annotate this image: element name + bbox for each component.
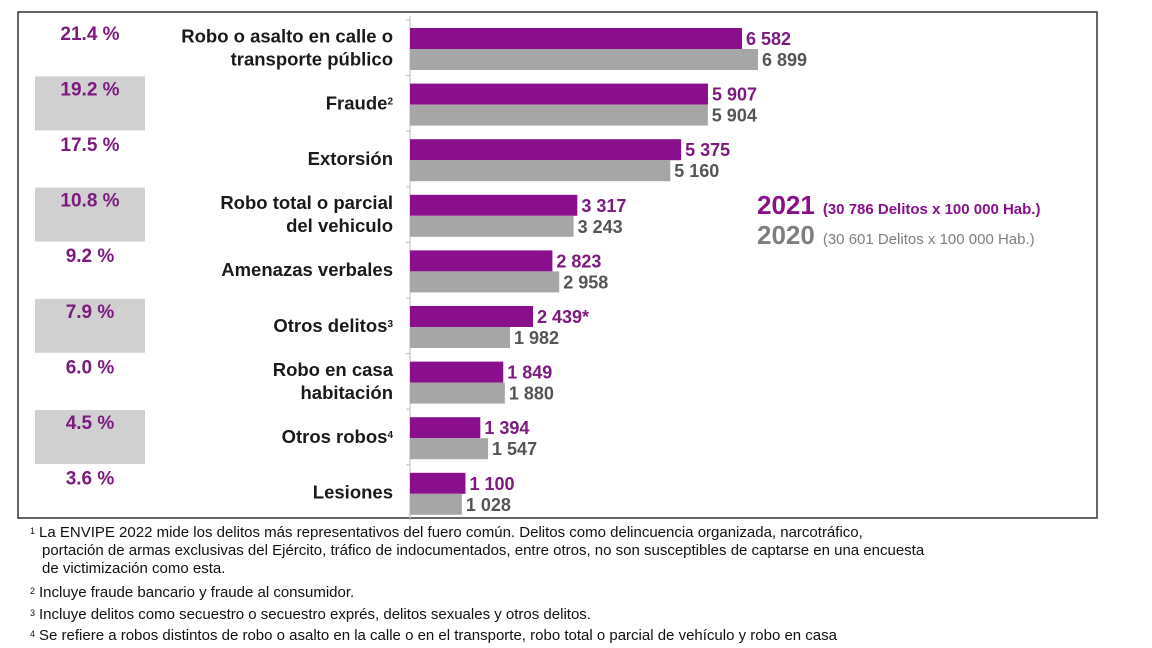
bar-2021 — [410, 28, 743, 49]
data-label-2020: 1 547 — [492, 439, 537, 459]
data-label-2020: 5 904 — [712, 106, 757, 126]
footnote-mark: 3 — [30, 608, 36, 618]
data-label-2021: 2 823 — [556, 251, 601, 271]
percentage-label: 17.5 % — [60, 135, 119, 156]
bar-2021 — [410, 306, 534, 327]
category-label: Fraude2 — [326, 92, 394, 113]
superscript: 2 — [387, 96, 393, 107]
data-label-2020: 6 899 — [762, 50, 807, 70]
bar-2021 — [410, 472, 466, 494]
category-label: Robo en casa — [273, 359, 394, 380]
percentage-label: 10.8 % — [60, 191, 119, 212]
legend-text: (30 786 Delitos x 100 000 Hab.) — [823, 201, 1041, 218]
data-label-2021: 5 907 — [712, 85, 757, 105]
data-label-2020: 1 028 — [466, 495, 511, 515]
data-label-2020: 1 880 — [509, 384, 554, 404]
category-label: del vehiculo — [286, 215, 393, 236]
percentage-label: 21.4 % — [60, 24, 119, 45]
percentage-box — [35, 187, 145, 242]
data-label-2021: 2 439* — [537, 307, 589, 327]
data-label-2020: 1 982 — [514, 328, 559, 348]
bar-2020 — [410, 438, 489, 460]
bar-2021 — [410, 83, 708, 105]
footnote-text: Incluye delitos como secuestro o secuest… — [39, 606, 591, 623]
bar-2021 — [410, 417, 481, 439]
footnote-text: La ENVIPE 2022 mide los delitos más repr… — [39, 524, 863, 541]
percentage-box — [35, 298, 145, 353]
percentage-label: 4.5 % — [66, 413, 115, 434]
legend-year-2020: 2020 (30 601 Delitos x 100 000 Hab.) — [757, 220, 1035, 250]
percentage-label: 19.2 % — [60, 79, 119, 100]
percentage-label: 6.0 % — [66, 357, 115, 378]
data-label-2021: 3 317 — [581, 196, 626, 216]
bar-2020 — [410, 327, 510, 348]
legend-year-2021: 2021 (30 786 Delitos x 100 000 Hab.) — [757, 190, 1040, 220]
footnote-text: Incluye fraude bancario y fraude al cons… — [39, 584, 355, 601]
category-label: Otros delitos3 — [273, 315, 393, 336]
legend-text: (30 601 Delitos x 100 000 Hab.) — [823, 231, 1035, 248]
chart-frame — [17, 11, 1098, 519]
bar-2021 — [410, 139, 682, 161]
data-label-2021: 1 100 — [469, 474, 514, 494]
superscript: 3 — [387, 318, 393, 329]
bar-2020 — [410, 160, 671, 182]
footnote-text: portación de armas exclusivas del Ejérci… — [42, 542, 925, 559]
data-label-2020: 5 160 — [674, 161, 719, 181]
percentage-label: 7.9 % — [66, 302, 115, 323]
footnote-mark: 2 — [30, 586, 36, 596]
bar-2021 — [410, 361, 504, 383]
category-label: Robo o asalto en calle o — [181, 25, 393, 46]
percentage-label: 3.6 % — [66, 469, 115, 490]
category-label: habitación — [300, 382, 393, 403]
bar-2020 — [410, 271, 560, 293]
bar-2020 — [410, 493, 462, 515]
percentage-box — [35, 410, 145, 464]
data-label-2021: 1 394 — [484, 418, 529, 438]
footnote-1: 1 La ENVIPE 2022 mide los delitos más rep… — [30, 524, 1130, 578]
data-label-2021: 6 582 — [746, 29, 791, 49]
category-label: Robo total o parcial — [220, 192, 393, 213]
footnote-3: 3 Incluye delitos como secuestro o secues… — [30, 606, 1130, 624]
footnote-mark: 4 — [30, 629, 36, 639]
bar-2020 — [410, 215, 574, 237]
footnote-text: Se refiere a robos distintos de robo o a… — [39, 627, 837, 644]
bar-2021 — [410, 194, 578, 216]
footnote-text: de victimización como esta. — [42, 560, 226, 577]
data-label-2021: 1 849 — [507, 363, 552, 383]
data-label-2021: 5 375 — [685, 140, 730, 160]
bar-2020 — [410, 104, 708, 126]
bar-2021 — [410, 250, 553, 272]
footnote-2: 2 Incluye fraude bancario y fraude al con… — [30, 584, 1130, 602]
bar-2020 — [410, 382, 505, 404]
bar-2020 — [410, 49, 758, 70]
category-label: transporte público — [231, 48, 393, 69]
percentage-box — [35, 76, 145, 131]
data-label-2020: 2 958 — [563, 272, 608, 292]
category-label: Amenazas verbales — [221, 259, 393, 280]
percentage-label: 9.2 % — [66, 246, 115, 267]
footnote-4: 4 Se refiere a robos distintos de robo o … — [30, 627, 1130, 645]
category-label: Otros robos4 — [282, 426, 394, 447]
category-label: Lesiones — [313, 482, 393, 503]
data-label-2020: 3 243 — [578, 217, 623, 237]
superscript: 4 — [387, 430, 393, 441]
footnote-mark: 1 — [30, 526, 36, 536]
category-label: Extorsión — [308, 148, 393, 169]
